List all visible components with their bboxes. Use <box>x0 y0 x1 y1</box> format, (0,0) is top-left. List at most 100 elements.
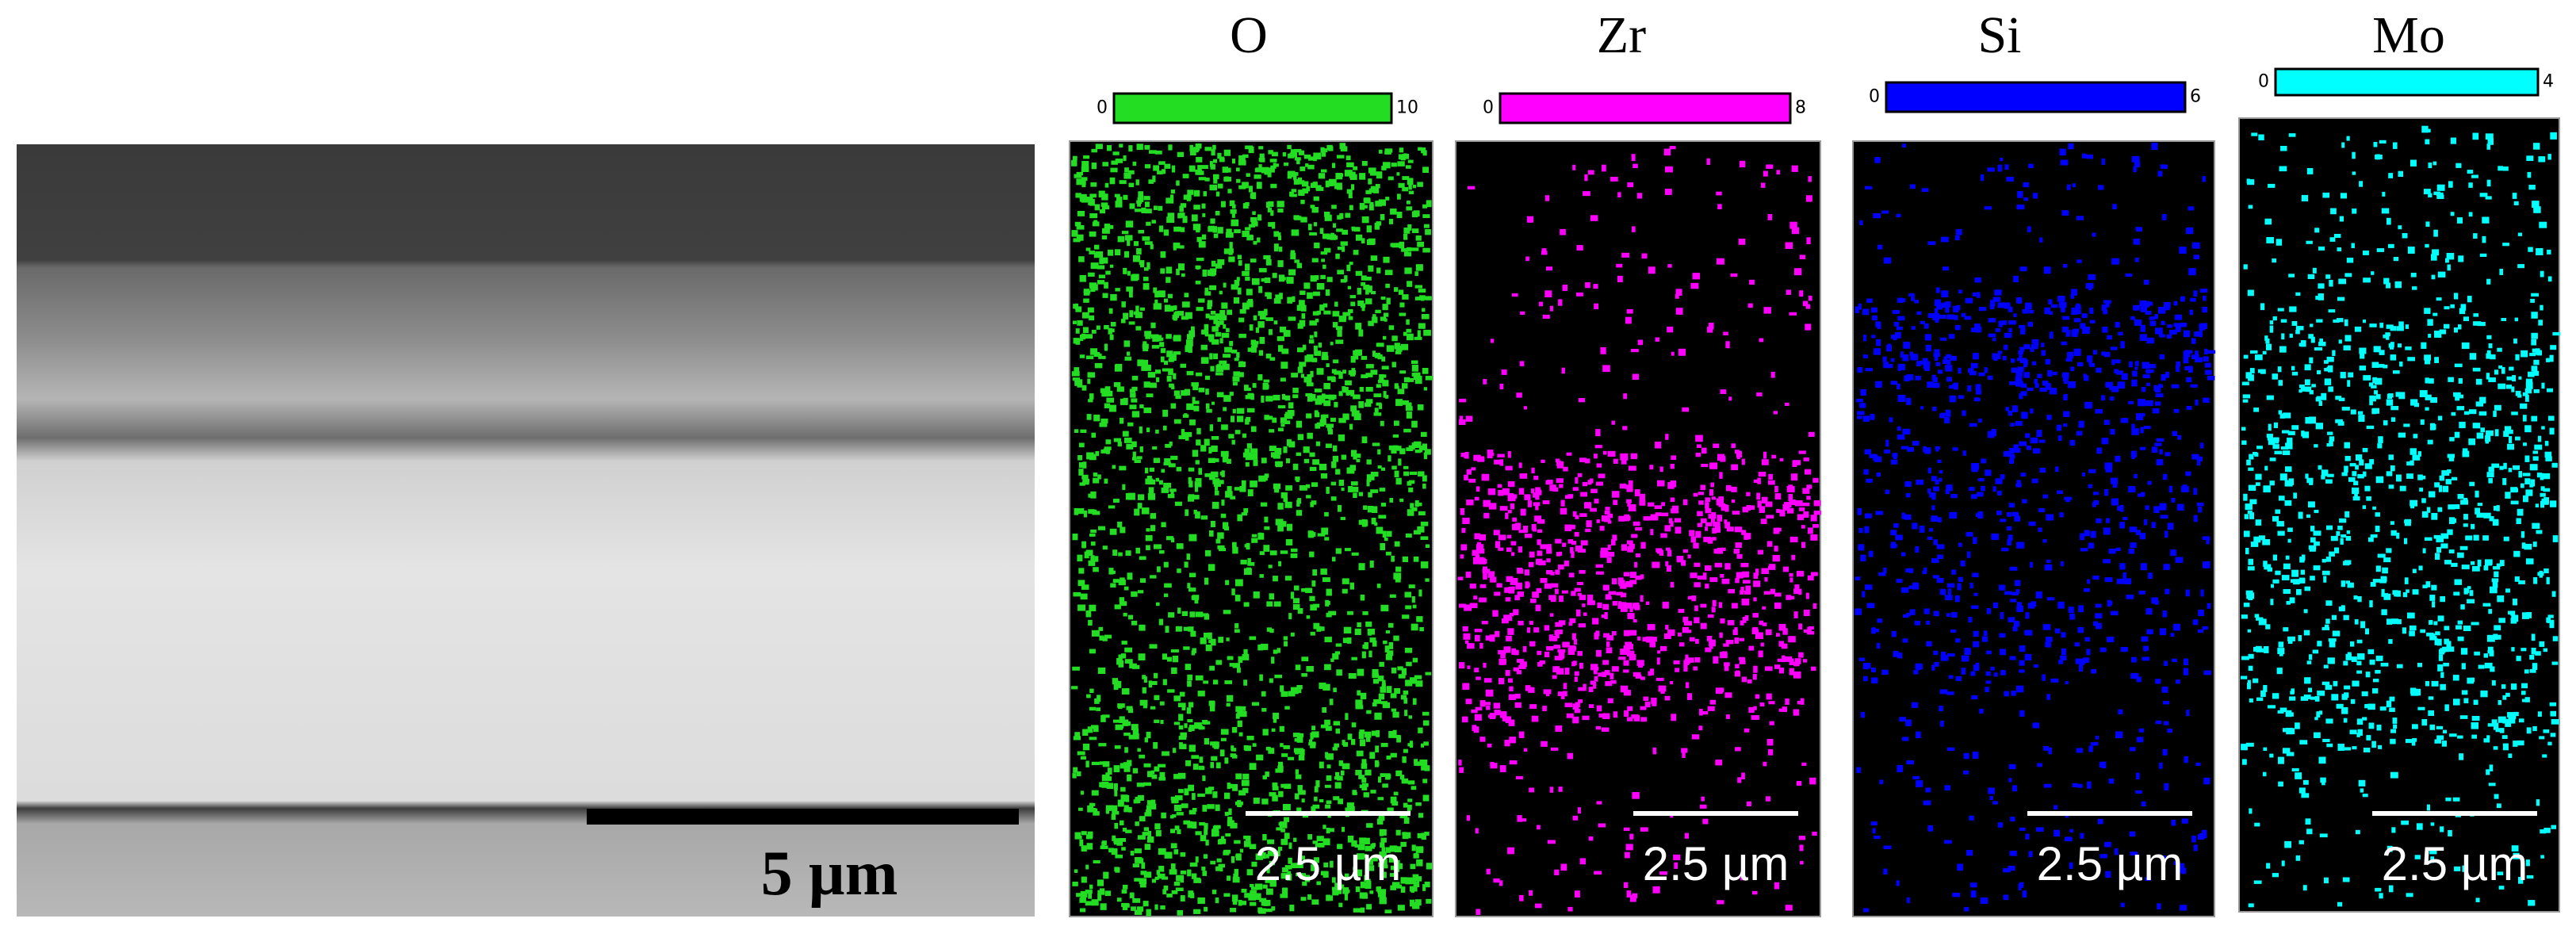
speckle <box>1324 212 1330 217</box>
speckle <box>1149 467 1154 472</box>
speckle <box>1940 721 1944 727</box>
speckle <box>1517 591 1524 597</box>
speckle <box>1342 413 1349 420</box>
speckle <box>1563 683 1567 690</box>
speckle <box>1544 651 1550 657</box>
speckle <box>1376 526 1384 534</box>
speckle <box>1181 803 1188 809</box>
speckle <box>1548 595 1556 600</box>
speckle <box>1921 188 1929 192</box>
speckle <box>1995 328 2000 332</box>
speckle <box>2103 351 2111 358</box>
speckle <box>1414 441 1422 449</box>
speckle <box>1414 336 1422 340</box>
speckle <box>1215 804 1220 811</box>
speckle <box>1301 313 1306 320</box>
speckle <box>2101 395 2106 401</box>
speckle <box>1407 159 1414 163</box>
speckle <box>1601 727 1610 732</box>
speckle <box>1145 534 1153 542</box>
speckle <box>1150 575 1157 579</box>
speckle <box>1735 747 1741 752</box>
speckle <box>1309 739 1313 745</box>
speckle <box>1308 339 1315 344</box>
speckle <box>1412 874 1419 881</box>
speckle <box>1406 661 1412 667</box>
speckle <box>1863 908 1870 913</box>
speckle <box>1419 760 1428 766</box>
speckle <box>1110 328 1115 333</box>
speckle <box>1123 172 1131 179</box>
speckle <box>1115 288 1120 292</box>
speckle <box>1237 667 1241 673</box>
speckle <box>1240 560 1247 565</box>
speckle <box>1385 197 1390 201</box>
speckle <box>1613 499 1618 505</box>
speckle <box>1334 401 1338 408</box>
speckle <box>1102 637 1108 641</box>
speckle <box>1716 498 1724 506</box>
speckle <box>1874 157 1881 163</box>
speckle <box>1079 482 1085 486</box>
speckle <box>2198 609 2204 617</box>
speckle <box>1238 901 1246 905</box>
speckle <box>1322 414 1329 419</box>
speckle <box>1546 558 1551 563</box>
speckle <box>1645 601 1650 605</box>
speckle <box>2105 303 2110 308</box>
speckle <box>1138 494 1145 500</box>
speckle <box>1087 372 1096 378</box>
speckle <box>1352 791 1357 795</box>
speckle <box>2101 304 2107 311</box>
speckle <box>1933 377 1938 382</box>
speckle <box>1650 529 1654 536</box>
speckle <box>1486 706 1491 710</box>
speckle <box>1901 512 1905 519</box>
speckle <box>2131 428 2139 435</box>
speckle <box>2013 621 2020 627</box>
speckle <box>1213 483 1221 488</box>
speckle <box>1283 521 1287 527</box>
speckle <box>1116 386 1124 392</box>
speckle <box>1242 773 1250 780</box>
speckle <box>1349 370 1356 377</box>
speckle <box>1668 518 1673 524</box>
speckle <box>1238 656 1243 664</box>
speckle <box>1613 711 1618 718</box>
speckle <box>1695 452 1701 457</box>
speckle <box>1263 379 1270 383</box>
speckle <box>1088 560 1096 566</box>
speckle <box>1721 653 1726 658</box>
speckle <box>2045 641 2051 648</box>
speckle <box>1313 152 1322 160</box>
speckle <box>2027 321 2033 327</box>
speckle <box>2139 300 2146 306</box>
speckle <box>1148 179 1154 184</box>
speckle <box>1309 551 1315 557</box>
speckle <box>2016 685 2024 693</box>
speckle <box>1078 807 1083 811</box>
speckle <box>2069 439 2076 446</box>
speckle <box>1899 717 1906 721</box>
speckle <box>1499 678 1505 685</box>
speckle <box>1361 523 1367 527</box>
speckle <box>1360 594 1365 601</box>
speckle <box>1080 429 1087 433</box>
speckle <box>1380 859 1388 866</box>
speckle <box>1113 499 1120 503</box>
speckle <box>1290 591 1295 599</box>
speckle <box>1228 808 1232 816</box>
speckle <box>1217 258 1225 266</box>
speckle <box>1232 898 1238 905</box>
speckle <box>1137 201 1141 207</box>
speckle <box>2207 350 2216 354</box>
speckle <box>1357 300 1365 306</box>
speckle <box>1137 197 1144 202</box>
speckle <box>1799 255 1805 259</box>
speckle <box>1238 372 1244 377</box>
speckle <box>1792 461 1797 467</box>
speckle <box>1417 182 1423 187</box>
speckle <box>1120 763 1124 769</box>
speckle <box>1627 182 1633 188</box>
speckle <box>2065 330 2071 337</box>
